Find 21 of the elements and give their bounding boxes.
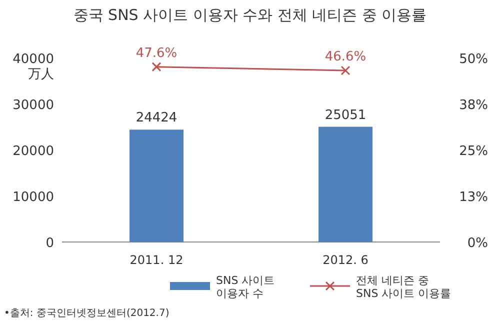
- x-tick-label: 2011. 12: [130, 253, 184, 267]
- y2-tick-label: 50%: [459, 52, 488, 67]
- data-label: 25051: [324, 108, 366, 123]
- y-tick-label: 10000: [12, 190, 54, 205]
- data-label: 47.6%: [136, 46, 178, 61]
- y-tick-label: 40000: [12, 52, 54, 67]
- y-tick-label: 0: [46, 236, 54, 251]
- y-axis-title: 万人: [28, 67, 54, 82]
- y2-tick-label: 25%: [459, 144, 488, 159]
- text: •출처: 중국인터넷정보센터(2012.7): [4, 308, 170, 319]
- legend-label: SNS 사이트 이용자 수: [216, 274, 275, 300]
- data-label: 24424: [136, 110, 178, 126]
- legend-label: 전체 네티즌 중 SNS 사이트 이용률: [356, 274, 452, 300]
- y-tick-label: 20000: [12, 144, 54, 159]
- y2-tick-label: 38%: [459, 98, 488, 113]
- y-tick-label: 30000: [12, 98, 54, 113]
- x-tick-label: 2012. 6: [322, 253, 368, 267]
- data-label: 46.6%: [324, 50, 366, 65]
- chart-title: 중국 SNS 사이트 이용자 수와 전체 네티즌 중 이용률: [73, 6, 427, 24]
- y2-tick-label: 13%: [459, 190, 488, 205]
- y2-tick-label: 0%: [467, 236, 488, 251]
